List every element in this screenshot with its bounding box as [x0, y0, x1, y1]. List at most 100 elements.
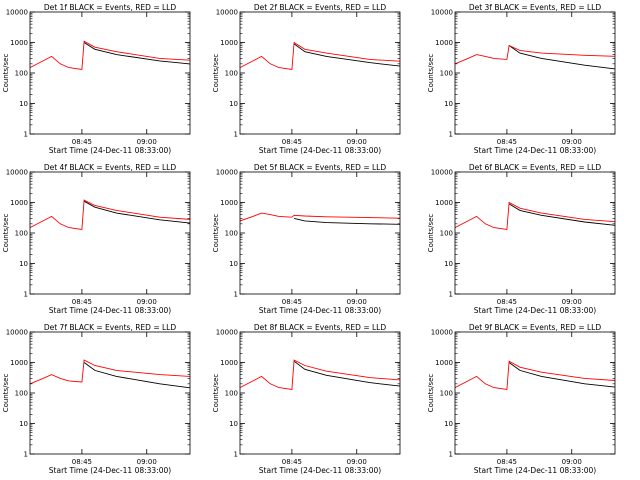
x-axis-label: Start Time (24-Dec-11 08:33:00) [474, 466, 596, 475]
panel-6: 1 10 100 1000 10000 08:45 09:00 Det 6f BLACK = … [427, 163, 616, 315]
y-tick-label: 10000 [6, 169, 28, 177]
panel-title: Det 7f BLACK = Events, RED = LLD [44, 323, 177, 332]
y-tick-label: 10000 [216, 329, 238, 337]
y-tick-label: 100 [15, 230, 28, 238]
panel-2: 1 10 100 1000 10000 08:45 09:00 Det 2f BLACK = … [212, 3, 401, 155]
panel-title: Det 4f BLACK = Events, RED = LLD [44, 163, 177, 172]
x-tick-label: 09:00 [347, 138, 367, 146]
series-lld-line [455, 44, 615, 65]
series-events-line [508, 45, 615, 70]
panel-title: Det 5f BLACK = Events, RED = LLD [254, 163, 387, 172]
series-events-line [293, 360, 400, 387]
y-tick-label: 10 [19, 260, 28, 268]
panel-title: Det 2f BLACK = Events, RED = LLD [254, 3, 387, 12]
panel-9: 1 10 100 1000 10000 08:45 09:00 Det 9f BLACK = … [427, 323, 616, 475]
y-axis-label: Counts/sec [427, 54, 435, 93]
y-tick-label: 1 [449, 131, 453, 139]
x-tick-label: 08:45 [497, 138, 517, 146]
y-tick-label: 1 [449, 451, 453, 459]
y-axis-label: Counts/sec [212, 214, 220, 253]
y-axis-label: Counts/sec [2, 374, 10, 413]
y-tick-label: 1 [24, 291, 28, 299]
plot-frame [239, 331, 401, 455]
plot-frame [454, 11, 616, 135]
y-tick-label: 10 [19, 100, 28, 108]
panel-8: 1 10 100 1000 10000 08:45 09:00 Det 8f BLACK = … [212, 323, 401, 475]
y-tick-label: 100 [15, 70, 28, 78]
y-tick-label: 10000 [431, 329, 453, 337]
y-tick-label: 1000 [435, 199, 453, 207]
x-axis-label: Start Time (24-Dec-11 08:33:00) [474, 306, 596, 315]
y-tick-label: 1 [234, 291, 238, 299]
x-tick-label: 09:00 [347, 298, 367, 306]
x-axis-label: Start Time (24-Dec-11 08:33:00) [259, 466, 381, 475]
panel-1: 1 10 100 1000 10000 08:45 09:00 Det 1f BLACK = … [2, 3, 191, 155]
y-tick-label: 1000 [435, 359, 453, 367]
x-axis-label: Start Time (24-Dec-11 08:33:00) [259, 146, 381, 155]
x-tick-label: 08:45 [282, 298, 302, 306]
series-lld-line [455, 201, 615, 231]
y-tick-label: 10 [229, 420, 238, 428]
series-lld-line [240, 212, 400, 222]
y-tick-label: 100 [440, 230, 453, 238]
y-tick-label: 10 [229, 260, 238, 268]
y-tick-label: 1 [234, 131, 238, 139]
series-events-line [508, 362, 615, 388]
plot-frame [239, 11, 401, 135]
x-axis-label: Start Time (24-Dec-11 08:33:00) [259, 306, 381, 315]
x-axis-label: Start Time (24-Dec-11 08:33:00) [49, 146, 171, 155]
plot-frame [454, 331, 616, 455]
y-tick-label: 1 [234, 451, 238, 459]
series-lld-line [455, 360, 615, 391]
x-tick-label: 09:00 [137, 138, 157, 146]
y-tick-label: 1000 [220, 199, 238, 207]
y-tick-label: 1000 [435, 39, 453, 47]
x-tick-label: 09:00 [562, 458, 582, 466]
x-tick-label: 09:00 [562, 298, 582, 306]
series-events-line [293, 43, 400, 67]
panel-title: Det 3f BLACK = Events, RED = LLD [469, 3, 602, 12]
plot-frame [239, 171, 401, 295]
y-tick-label: 10000 [216, 169, 238, 177]
y-tick-label: 1000 [10, 359, 28, 367]
series-lld-line [30, 359, 190, 385]
y-tick-label: 100 [225, 70, 238, 78]
panel-5: 1 10 100 1000 10000 08:45 09:00 Det 5f BLACK = … [212, 163, 401, 315]
x-tick-label: 08:45 [72, 138, 92, 146]
panel-title: Det 9f BLACK = Events, RED = LLD [469, 323, 602, 332]
plot-frame [29, 11, 191, 135]
y-tick-label: 10 [444, 100, 453, 108]
y-tick-label: 1000 [220, 39, 238, 47]
y-tick-label: 100 [225, 230, 238, 238]
series-events-line [508, 203, 615, 226]
series-lld-line [240, 41, 400, 71]
y-axis-label: Counts/sec [427, 374, 435, 413]
y-tick-label: 1 [24, 131, 28, 139]
y-tick-label: 10000 [216, 9, 238, 17]
x-axis-label: Start Time (24-Dec-11 08:33:00) [474, 146, 596, 155]
y-axis-label: Counts/sec [427, 214, 435, 253]
y-tick-label: 100 [15, 390, 28, 398]
y-tick-label: 10000 [431, 169, 453, 177]
y-tick-label: 100 [440, 390, 453, 398]
plot-frame [29, 171, 191, 295]
series-events-line [83, 362, 190, 389]
series-events-line [83, 200, 190, 224]
plot-frame [29, 331, 191, 455]
panel-title: Det 8f BLACK = Events, RED = LLD [254, 323, 387, 332]
series-events-line [83, 42, 190, 65]
y-tick-label: 10 [19, 420, 28, 428]
plot-frame [454, 171, 616, 295]
x-tick-label: 08:45 [72, 458, 92, 466]
y-tick-label: 1 [449, 291, 453, 299]
y-tick-label: 10 [229, 100, 238, 108]
y-tick-label: 100 [440, 70, 453, 78]
y-tick-label: 100 [225, 390, 238, 398]
series-lld-line [240, 359, 400, 391]
y-tick-label: 1000 [10, 39, 28, 47]
x-tick-label: 09:00 [137, 458, 157, 466]
series-lld-line [30, 40, 190, 71]
y-tick-label: 1 [24, 451, 28, 459]
x-tick-label: 09:00 [137, 298, 157, 306]
